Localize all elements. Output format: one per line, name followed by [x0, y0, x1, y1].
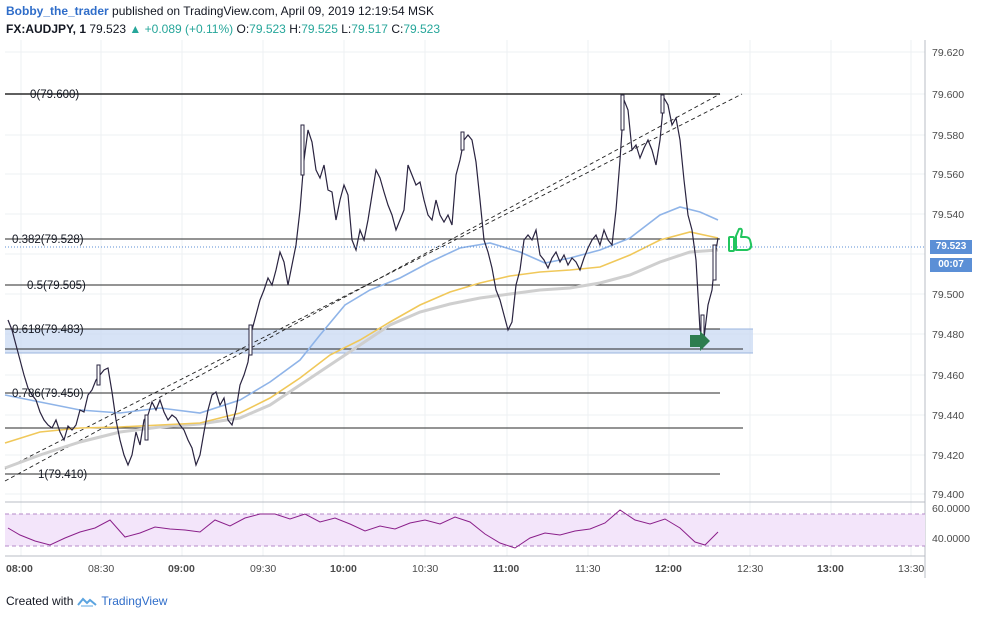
rsi-tick: 40.0000 — [932, 533, 970, 545]
rsi-line — [7, 509, 719, 549]
price-axis[interactable]: 79.620 79.600 79.580 79.560 79.540 79.50… — [932, 47, 964, 501]
low-value: 79.517 — [351, 22, 388, 36]
current-price-tag: 79.523 — [930, 240, 972, 254]
time-tick: 11:00 — [493, 563, 519, 575]
price-tick: 79.500 — [932, 289, 964, 301]
close-value: 79.523 — [403, 22, 441, 36]
tradingview-link[interactable]: TradingView — [101, 594, 168, 608]
time-tick: 11:30 — [575, 563, 601, 575]
publish-info: published on TradingView.com, April 09, … — [112, 4, 435, 18]
fib-label-0786: 0.786(79.450) — [12, 388, 84, 400]
fib-label-0618: 0.618(79.483) — [12, 324, 84, 336]
time-tick: 09:00 — [168, 563, 195, 575]
time-tick: 10:30 — [412, 563, 438, 575]
fib-label-1: 1(79.410) — [38, 469, 87, 481]
price-tick: 79.480 — [932, 329, 964, 341]
price-tick: 79.580 — [932, 130, 964, 142]
rsi-pane[interactable]: 60.0000 40.0000 — [5, 503, 970, 549]
price-tick: 79.460 — [932, 370, 964, 382]
price-tick: 79.540 — [932, 209, 964, 221]
open-value: 79.523 — [249, 22, 286, 36]
time-tick: 08:00 — [6, 563, 33, 575]
created-with-label: Created with — [6, 594, 74, 608]
symbol-ohlc-bar: FX:AUDJPY, 1 79.523 ▲ +0.089 (+0.11%) O:… — [6, 22, 440, 36]
buy-arrow-icon[interactable] — [690, 331, 710, 351]
price-change: ▲ +0.089 (+0.11%) — [129, 22, 234, 36]
time-tick: 09:30 — [250, 563, 276, 575]
fib-label-0382: 0.382(79.528) — [12, 234, 84, 246]
symbol-name[interactable]: FX:AUDJPY, 1 — [6, 22, 87, 36]
ma-grey-line — [4, 248, 719, 470]
price-tick: 79.600 — [932, 89, 964, 101]
ma-blue-line — [4, 206, 719, 414]
high-label: H: — [289, 22, 302, 36]
price-tick: 79.620 — [932, 47, 964, 59]
time-axis[interactable]: 08:00 08:30 09:00 09:30 10:00 10:30 11:0… — [6, 563, 924, 575]
time-tick: 13:00 — [817, 563, 844, 575]
fib-label-05: 0.5(79.505) — [27, 280, 86, 292]
time-tick: 10:00 — [330, 563, 357, 575]
tradingview-logo-icon — [77, 597, 98, 607]
open-label: O: — [236, 22, 250, 36]
fib-label-0: 0(79.600) — [30, 89, 79, 101]
time-tick: 12:30 — [737, 563, 763, 575]
trend-lines[interactable] — [4, 93, 743, 482]
chart-header-publish: Bobby_the_trader published on TradingVie… — [6, 4, 434, 18]
time-tick: 08:30 — [88, 563, 114, 575]
close-label: C: — [391, 22, 404, 36]
price-tick: 79.400 — [932, 489, 964, 501]
footer-credit: Created with TradingView — [6, 594, 167, 608]
price-tick: 79.560 — [932, 169, 964, 181]
time-tick: 13:30 — [898, 563, 924, 575]
bar-countdown-tag: 00:07 — [930, 258, 972, 272]
last-price: 79.523 — [89, 22, 127, 36]
author-link[interactable]: Bobby_the_trader — [6, 4, 109, 18]
price-tick: 79.440 — [932, 410, 964, 422]
candlesticks — [7, 94, 719, 467]
fibonacci-retracement[interactable] — [5, 93, 743, 475]
time-tick: 12:00 — [655, 563, 682, 575]
rsi-tick: 60.0000 — [932, 503, 970, 515]
price-tick: 79.420 — [932, 450, 964, 462]
low-label: L: — [341, 22, 352, 36]
thumbs-up-icon[interactable] — [728, 227, 753, 252]
high-value: 79.525 — [301, 22, 338, 36]
